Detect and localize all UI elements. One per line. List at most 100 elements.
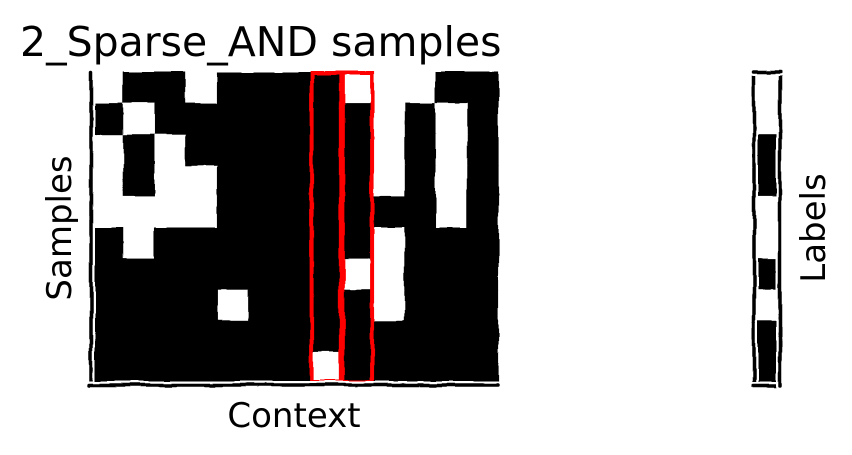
matrix-cell-r9-c4	[216, 351, 249, 384]
matrix-cell-r5-c4	[216, 227, 249, 260]
matrix-cell-r6-c6	[279, 258, 312, 291]
matrix-cell-r8-c12	[466, 320, 499, 353]
matrix-cell-r5-c10	[404, 227, 437, 260]
matrix-cell-r4-c9	[373, 196, 405, 229]
matrix-cell-r6-c4	[216, 258, 249, 291]
matrix-cell-r4-c5	[248, 196, 280, 229]
matrix-cell-r2-c3	[185, 134, 218, 166]
matrix-cell-r1-c1	[123, 103, 156, 135]
label-cell-r7	[755, 289, 780, 322]
matrix-cell-r9-c2	[154, 351, 187, 384]
matrix-cell-r2-c6	[279, 134, 312, 166]
matrix-cell-r2-c11	[435, 134, 468, 166]
matrix-cell-r1-c4	[216, 103, 249, 135]
matrix-cell-r7-c0	[92, 289, 124, 322]
matrix-cell-r3-c10	[404, 165, 437, 197]
y-axis-label: Samples	[40, 155, 80, 300]
matrix-cell-r5-c9	[373, 227, 405, 260]
labels-panel	[749, 68, 785, 389]
context-matrix-panel	[85, 68, 502, 389]
matrix-cell-r4-c6	[279, 196, 312, 229]
matrix-cell-r9-c9	[373, 351, 405, 384]
context-matrix-spines	[85, 68, 502, 389]
matrix-cell-r2-c4	[216, 134, 249, 166]
matrix-cell-r5-c1	[123, 227, 156, 260]
matrix-cell-r2-c5	[248, 134, 280, 166]
matrix-cell-r3-c3	[185, 165, 218, 197]
matrix-cell-r4-c0	[92, 196, 124, 229]
matrix-cell-r5-c5	[248, 227, 280, 260]
matrix-cell-r3-c4	[216, 165, 249, 197]
label-cell-r4	[755, 196, 780, 229]
matrix-cell-r7-c4	[216, 289, 249, 322]
matrix-cell-r8-c2	[154, 320, 187, 353]
labels-spines	[749, 68, 785, 389]
matrix-cell-r8-c9	[373, 320, 405, 353]
label-cell-r6	[755, 258, 780, 291]
matrix-cell-r6-c12	[466, 258, 499, 291]
matrix-cell-r2-c2	[154, 134, 187, 166]
matrix-cell-r1-c10	[404, 103, 437, 135]
label-cell-r0	[755, 72, 780, 104]
matrix-cell-r0-c3	[185, 72, 218, 104]
matrix-cell-r7-c10	[404, 289, 437, 322]
matrix-cell-r5-c12	[466, 227, 499, 260]
matrix-cell-r3-c5	[248, 165, 280, 197]
matrix-cell-r3-c6	[279, 165, 312, 197]
matrix-cell-r9-c12	[466, 351, 499, 384]
matrix-cell-r7-c5	[248, 289, 280, 322]
matrix-cell-r9-c10	[404, 351, 437, 384]
matrix-cell-r2-c8	[341, 134, 374, 166]
matrix-cell-r6-c10	[404, 258, 437, 291]
context-matrix-cells	[92, 72, 499, 384]
matrix-cell-r6-c3	[185, 258, 218, 291]
matrix-cell-r7-c2	[154, 289, 187, 322]
matrix-cell-r6-c5	[248, 258, 280, 291]
matrix-cell-r3-c1	[123, 165, 156, 197]
matrix-cell-r5-c2	[154, 227, 187, 260]
label-cell-r1	[755, 103, 780, 135]
matrix-cell-r9-c6	[279, 351, 312, 384]
matrix-cell-r2-c10	[404, 134, 437, 166]
matrix-cell-r9-c3	[185, 351, 218, 384]
label-cell-r2	[755, 134, 780, 166]
matrix-cell-r1-c3	[185, 103, 218, 135]
matrix-cell-r8-c6	[279, 320, 312, 353]
matrix-cell-r5-c6	[279, 227, 312, 260]
matrix-cell-r6-c11	[435, 258, 468, 291]
matrix-cell-r3-c11	[435, 165, 468, 197]
chart-title: 2_Sparse_AND samples	[20, 18, 501, 66]
matrix-cell-r1-c8	[341, 103, 374, 135]
matrix-cell-r6-c1	[123, 258, 156, 291]
matrix-cell-r8-c1	[123, 320, 156, 353]
matrix-cell-r9-c7	[310, 351, 343, 384]
matrix-cell-r8-c3	[185, 320, 218, 353]
matrix-cell-r0-c5	[248, 72, 280, 104]
matrix-cell-r0-c0	[92, 72, 124, 104]
matrix-cell-r7-c1	[123, 289, 156, 322]
matrix-cell-r8-c7	[310, 320, 343, 353]
matrix-cell-r1-c11	[435, 103, 468, 135]
matrix-cell-r0-c1	[123, 72, 156, 104]
x-axis-label: Context	[227, 396, 360, 436]
matrix-cell-r8-c0	[92, 320, 124, 353]
matrix-cell-r0-c2	[154, 72, 187, 104]
label-cell-r9	[755, 351, 780, 384]
matrix-cell-r6-c7	[310, 258, 343, 291]
matrix-cell-r7-c3	[185, 289, 218, 322]
matrix-cell-r8-c4	[216, 320, 249, 353]
matrix-cell-r7-c11	[435, 289, 468, 322]
matrix-cell-r6-c8	[341, 258, 374, 291]
matrix-cell-r2-c9	[373, 134, 405, 166]
matrix-cell-r4-c7	[310, 196, 343, 229]
labels-axis-label: Labels	[794, 173, 834, 282]
matrix-cell-r2-c12	[466, 134, 499, 166]
matrix-cell-r5-c8	[341, 227, 374, 260]
matrix-cell-r0-c11	[435, 72, 468, 104]
matrix-cell-r7-c6	[279, 289, 312, 322]
matrix-cell-r8-c10	[404, 320, 437, 353]
matrix-cell-r7-c8	[341, 289, 374, 322]
matrix-cell-r0-c9	[373, 72, 405, 104]
matrix-cell-r0-c10	[404, 72, 437, 104]
